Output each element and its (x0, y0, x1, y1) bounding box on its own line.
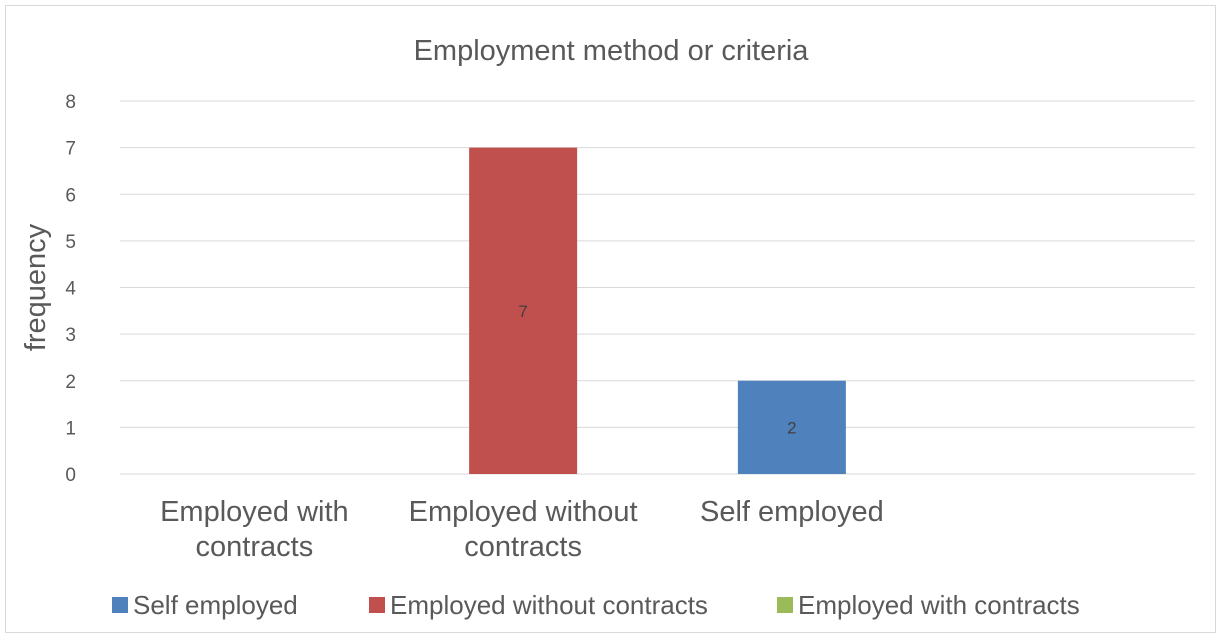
x-category-label-1: Employed with contracts (160, 496, 349, 563)
chart-frame (5, 5, 1216, 633)
legend-label-self-employed: Self employed (133, 590, 298, 620)
x-category-label-2: Employed without contracts (409, 496, 638, 563)
y-tick-label-7: 7 (65, 139, 76, 160)
y-axis-label: frequency (20, 223, 52, 351)
y-tick-label-1: 1 (65, 418, 76, 439)
legend-label-employed-without-contracts: Employed without contracts (390, 590, 708, 620)
y-tick-label-2: 2 (65, 372, 76, 393)
legend-swatch-employed-with-contracts (777, 597, 793, 613)
legend-label-employed-with-contracts: Employed with contracts (798, 590, 1080, 620)
chart-title: Employment method or criteria (414, 35, 810, 67)
y-tick-label-6: 6 (65, 185, 76, 206)
y-tick-label-0: 0 (65, 465, 76, 486)
x-category-label-3: Self employed (700, 496, 884, 528)
y-tick-label-8: 8 (65, 92, 76, 113)
legend-swatch-self-employed (112, 597, 128, 613)
bar-employed-without-contracts (469, 147, 578, 474)
data-label-self-employed: 2 (787, 418, 796, 437)
y-tick-label-3: 3 (65, 325, 76, 346)
bar-self-employed (737, 380, 846, 474)
y-tick-label-4: 4 (65, 279, 76, 300)
data-label-employed-without-contracts: 7 (518, 302, 527, 321)
legend-swatch-employed-without-contracts (369, 597, 385, 613)
y-tick-label-5: 5 (65, 232, 76, 253)
